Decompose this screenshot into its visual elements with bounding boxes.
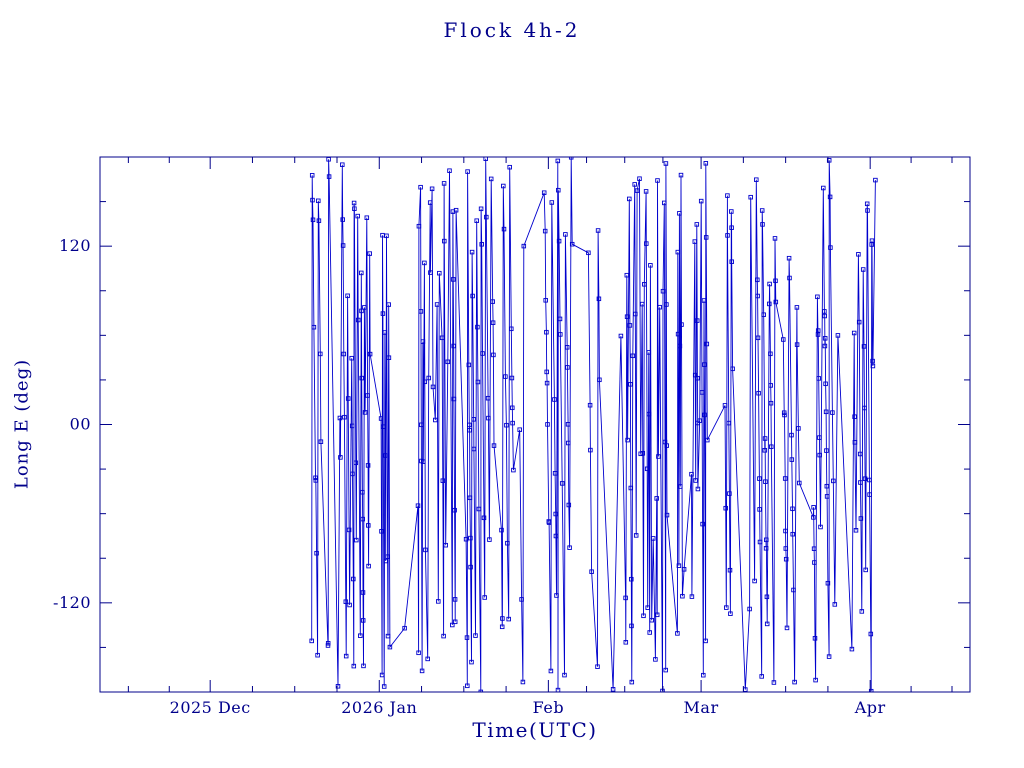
series-group	[309, 157, 878, 692]
y-tick-label: 00	[70, 415, 91, 434]
x-tick-label: Feb	[533, 698, 564, 717]
y-tick-label: -120	[53, 593, 91, 612]
x-tick-label: Mar	[684, 698, 719, 717]
marker-group	[309, 157, 878, 692]
plot-frame	[99, 156, 971, 693]
x-tick-label: 2025 Dec	[170, 698, 251, 717]
tick-labels: 2025 Dec 2026 Jan Feb Mar Apr 120 00 -120	[53, 236, 886, 717]
x-tick-label: Apr	[854, 698, 886, 717]
longitude-polyline	[311, 157, 876, 692]
y-tick-label: 120	[59, 236, 91, 255]
x-tick-label: 2026 Jan	[341, 698, 417, 717]
chart-title: Flock 4h-2	[443, 18, 581, 42]
x-axis-label: Time(UTC)	[472, 718, 598, 742]
axes-group	[99, 156, 971, 693]
